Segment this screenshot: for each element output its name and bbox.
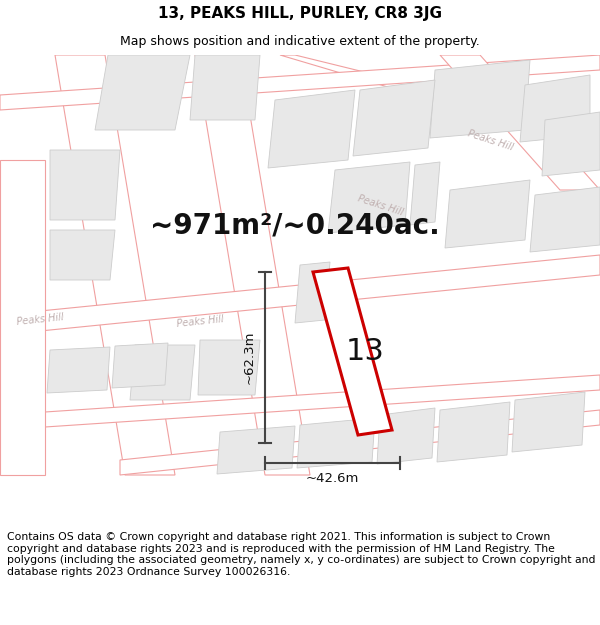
Polygon shape [95, 55, 190, 130]
Text: ~62.3m: ~62.3m [242, 331, 256, 384]
Polygon shape [295, 262, 330, 323]
Polygon shape [530, 187, 600, 252]
Polygon shape [437, 402, 510, 462]
Polygon shape [0, 55, 600, 110]
Polygon shape [190, 55, 260, 120]
Polygon shape [0, 375, 600, 430]
Text: ~42.6m: ~42.6m [306, 472, 359, 486]
Text: Contains OS data © Crown copyright and database right 2021. This information is : Contains OS data © Crown copyright and d… [7, 532, 596, 577]
Text: Peaks Hill: Peaks Hill [16, 312, 64, 328]
Polygon shape [217, 426, 295, 474]
Text: 13, PEAKS HILL, PURLEY, CR8 3JG: 13, PEAKS HILL, PURLEY, CR8 3JG [158, 6, 442, 21]
Text: 13: 13 [346, 337, 384, 366]
Polygon shape [198, 340, 260, 395]
Text: ~971m²/~0.240ac.: ~971m²/~0.240ac. [150, 211, 440, 239]
Polygon shape [50, 150, 120, 220]
Text: Peaks Hill: Peaks Hill [466, 128, 514, 152]
Polygon shape [377, 408, 435, 464]
Polygon shape [0, 160, 45, 475]
Polygon shape [120, 410, 600, 475]
Polygon shape [112, 343, 168, 388]
Polygon shape [410, 162, 440, 225]
Polygon shape [445, 180, 530, 248]
Polygon shape [512, 392, 585, 452]
Polygon shape [280, 55, 600, 150]
Polygon shape [268, 90, 355, 168]
Polygon shape [195, 55, 310, 475]
Polygon shape [313, 268, 392, 435]
Text: Map shows position and indicative extent of the property.: Map shows position and indicative extent… [120, 35, 480, 48]
Polygon shape [520, 75, 590, 142]
Text: Peaks Hill: Peaks Hill [356, 193, 404, 217]
Polygon shape [0, 255, 600, 335]
Polygon shape [130, 345, 195, 400]
Polygon shape [328, 162, 410, 233]
Polygon shape [430, 60, 530, 138]
Text: Peaks Hill: Peaks Hill [176, 314, 224, 329]
Polygon shape [440, 55, 600, 190]
Polygon shape [47, 347, 110, 393]
Polygon shape [353, 80, 435, 156]
Polygon shape [50, 230, 115, 280]
Polygon shape [542, 112, 600, 176]
Polygon shape [55, 55, 175, 475]
Polygon shape [297, 418, 375, 468]
